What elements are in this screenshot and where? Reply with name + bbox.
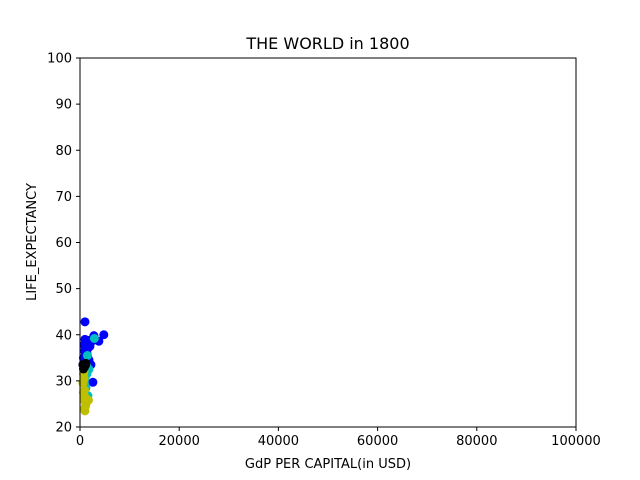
y-tick-label: 40: [55, 328, 72, 343]
chart-title: THE WORLD in 1800: [245, 34, 409, 53]
y-tick-label: 60: [55, 236, 72, 251]
x-tick-label: 60000: [357, 434, 398, 449]
data-point: [82, 351, 92, 361]
data-point: [79, 404, 89, 414]
y-tick-label: 50: [55, 282, 72, 297]
y-tick-label: 30: [55, 374, 72, 389]
x-axis-title: GdP PER CAPITAL(in USD): [245, 457, 411, 472]
data-point: [80, 334, 90, 344]
y-tick-label: 100: [47, 52, 72, 67]
points-layer: [78, 317, 109, 416]
x-tick-label: 20000: [159, 434, 200, 449]
y-tick-label: 70: [55, 190, 72, 205]
x-axis: 0 20000 40000 60000 80000 100000: [76, 427, 601, 449]
data-point: [80, 317, 90, 327]
y-tick-label: 20: [55, 421, 72, 436]
data-point: [88, 377, 98, 387]
data-point: [81, 358, 91, 368]
y-axis: 20 30 40 50 60 70 80 90 100: [47, 52, 80, 436]
data-point: [89, 333, 99, 343]
y-tick-label: 90: [55, 98, 72, 113]
x-tick-label: 40000: [258, 434, 299, 449]
data-point: [78, 378, 88, 388]
x-tick-label: 80000: [456, 434, 497, 449]
y-tick-label: 80: [55, 144, 72, 159]
x-tick-label: 100000: [551, 434, 601, 449]
series-3: [78, 358, 91, 374]
x-tick-label: 0: [76, 434, 84, 449]
data-point: [99, 330, 109, 340]
y-axis-title: LIFE_EXPECTANCY: [25, 183, 40, 301]
